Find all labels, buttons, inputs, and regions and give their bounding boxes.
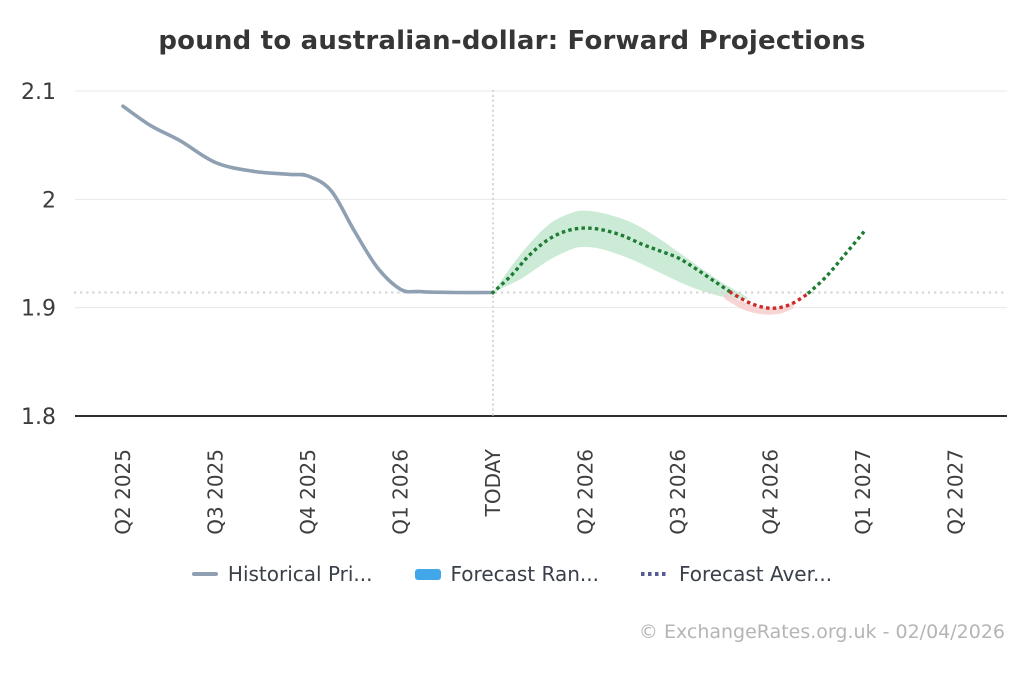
forecast-average-line-positive [806,230,866,295]
historical-price-line [121,104,495,295]
svg-text:Q2 2027: Q2 2027 [944,449,968,535]
legend-label-forecast-range: Forecast Ran... [450,562,599,586]
svg-text:Q3 2026: Q3 2026 [666,449,690,535]
attribution-text: © ExchangeRates.org.uk - 02/04/2026 [638,621,1005,643]
legend-item-forecast-average[interactable]: Forecast Aver... [640,562,833,586]
x-tick-label: Q4 2026 [759,449,783,535]
x-tick-label: Q2 2027 [944,449,968,535]
legend-item-forecast-range[interactable]: Forecast Ran... [414,562,599,586]
x-tick-label: TODAY [481,448,505,517]
svg-text:Q1 2027: Q1 2027 [851,449,875,535]
x-tick-label: Q3 2025 [204,449,228,535]
forecast-average-line-positive [490,226,734,295]
legend-label-historical-price: Historical Pri... [227,562,373,586]
forecast-average-swatch [640,572,669,576]
x-tick-label: Q1 2026 [389,449,413,535]
y-tick-label: 2 [42,188,56,213]
x-tick-label: Q4 2025 [296,449,320,535]
forecast-range-band [493,210,748,300]
x-tick-label: Q2 2025 [111,449,135,535]
y-tick-label: 2.1 [21,80,56,105]
x-tick-label: Q2 2026 [574,449,598,535]
x-tick-label: Q3 2026 [666,449,690,535]
y-tick-label: 1.9 [21,297,56,322]
x-tick-label: Q1 2027 [851,449,875,535]
legend-item-historical-price[interactable]: Historical Pri... [191,562,373,586]
historical-line-swatch [191,572,218,576]
svg-text:Q4 2025: Q4 2025 [296,449,320,535]
chart-legend: Historical Pri... Forecast Ran... Foreca… [0,562,1024,586]
svg-text:TODAY: TODAY [481,448,505,517]
y-tick-label: 1.8 [21,405,56,430]
legend-label-forecast-average: Forecast Aver... [678,562,833,586]
svg-text:Q1 2026: Q1 2026 [389,449,413,535]
chart-title: pound to australian-dollar: Forward Proj… [158,26,866,56]
svg-text:Q4 2026: Q4 2026 [759,449,783,535]
svg-text:Q2 2025: Q2 2025 [111,449,135,535]
svg-text:Q2 2026: Q2 2026 [574,449,598,535]
forecast-range-swatch [414,568,441,580]
svg-text:Q3 2025: Q3 2025 [204,449,228,535]
